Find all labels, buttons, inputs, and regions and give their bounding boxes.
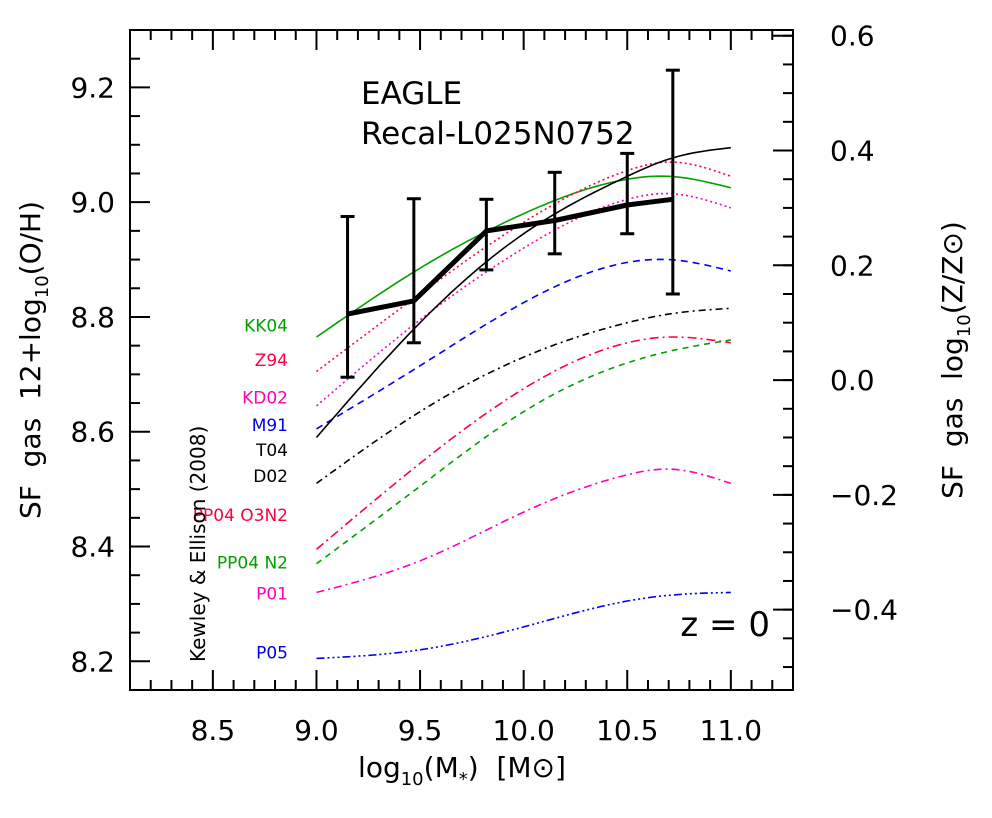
calibration-curve-z94 bbox=[316, 161, 732, 373]
eagle-error-bar bbox=[340, 215, 355, 379]
y-tick-label: 9.2 bbox=[70, 71, 115, 104]
x-axis-title: log10(M*) [M⊙] bbox=[358, 751, 566, 790]
calibration-curve-m91 bbox=[316, 258, 731, 430]
y2-tick-label: 0.2 bbox=[830, 249, 875, 282]
calibration-label-m91: M91 bbox=[252, 416, 288, 436]
calibration-curve-p05 bbox=[316, 591, 731, 660]
calibration-label-pp04-n2: PP04 N2 bbox=[217, 554, 288, 574]
calibration-curve-kk04 bbox=[316, 175, 731, 338]
eagle-error-bar bbox=[620, 151, 635, 236]
eagle-series bbox=[340, 68, 680, 379]
y2-tick-label: 0.0 bbox=[830, 364, 875, 397]
y2-axis-title: SF gas log10(Z/Z⊙) bbox=[936, 221, 975, 499]
y2-tick-label: −0.4 bbox=[830, 594, 898, 627]
calibration-curve-kd02 bbox=[315, 192, 732, 407]
y-axis-title: SF gas 12+log10(O/H) bbox=[14, 201, 53, 519]
x-tick-label: 8.5 bbox=[191, 714, 236, 747]
eagle-error-bar bbox=[406, 197, 421, 345]
y2-tick-label: −0.2 bbox=[830, 479, 898, 512]
calibration-label-t04: T04 bbox=[255, 441, 288, 461]
chart-title: EAGLE bbox=[361, 76, 462, 112]
calibration-curve-pp04-n2 bbox=[316, 339, 731, 565]
x-tick-label: 11.0 bbox=[700, 714, 762, 747]
calibration-curves bbox=[315, 146, 732, 660]
x-tick-label: 9.0 bbox=[294, 714, 339, 747]
calibration-label-p05: P05 bbox=[256, 644, 288, 664]
calibration-curve-t04 bbox=[315, 146, 731, 439]
calibration-label-d02: D02 bbox=[253, 467, 288, 487]
eagle-error-bar bbox=[547, 170, 562, 256]
redshift-annotation: z = 0 bbox=[680, 605, 770, 645]
axis-ticks: 8.5 9.0 9.5 10.0 10.5 11.0 8.2 8.4 8.6 8.8 9.0 9.2 −… bbox=[70, 20, 898, 747]
x-tick-label: 10.0 bbox=[492, 714, 554, 747]
calibration-labels: KK04 Z94 KD02 M91 T04 D02 PP04 O3N2 PP04 N2 P01 P… bbox=[193, 317, 288, 664]
calibration-curve-d02 bbox=[316, 307, 731, 485]
calibration-label-pp04-o3n2: PP04 O3N2 bbox=[193, 506, 288, 526]
eagle-median-line bbox=[347, 196, 674, 317]
eagle-error-bar bbox=[665, 68, 680, 296]
calibration-curve-p01 bbox=[316, 468, 732, 594]
y2-tick-label: 0.4 bbox=[830, 135, 875, 168]
calibration-label-kk04: KK04 bbox=[244, 317, 288, 337]
y-tick-label: 8.6 bbox=[70, 416, 115, 449]
chart-subtitle: Recal-L025N0752 bbox=[361, 116, 635, 152]
y-tick-label: 8.8 bbox=[70, 301, 115, 334]
calibration-curve-pp04-o3n2 bbox=[315, 336, 731, 551]
calibration-label-z94: Z94 bbox=[255, 351, 288, 371]
y2-tick-label: 0.6 bbox=[830, 20, 875, 53]
x-tick-label: 9.5 bbox=[398, 714, 443, 747]
calibration-label-p01: P01 bbox=[256, 585, 288, 605]
eagle-error-bar bbox=[479, 197, 494, 272]
y-tick-label: 8.4 bbox=[70, 531, 115, 564]
y-tick-label: 9.0 bbox=[70, 186, 115, 219]
calibration-label-kd02: KD02 bbox=[242, 388, 288, 408]
x-tick-label: 10.5 bbox=[596, 714, 658, 747]
y-tick-label: 8.2 bbox=[70, 645, 115, 678]
reference-label: Kewley & Ellison (2008) bbox=[186, 426, 210, 662]
